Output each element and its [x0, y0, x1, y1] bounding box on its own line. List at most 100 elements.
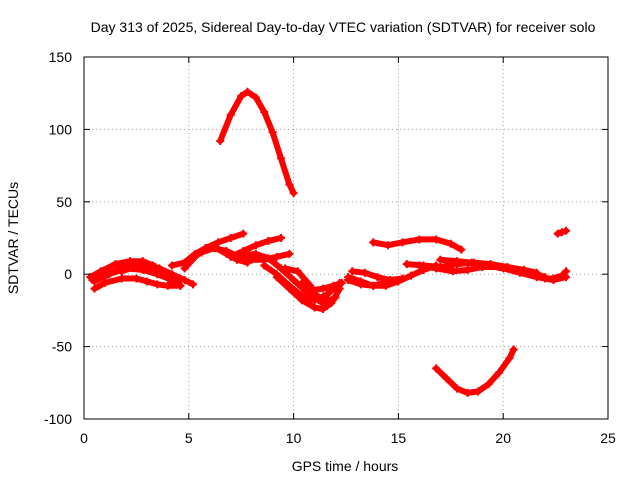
data-point	[337, 278, 346, 287]
data-point	[415, 235, 424, 244]
data-point	[541, 274, 550, 283]
data-point	[515, 268, 524, 277]
data-point	[117, 267, 126, 276]
x-tick-label: 0	[80, 430, 88, 446]
data-point	[495, 368, 504, 377]
data-point	[281, 264, 290, 273]
series-arc-04	[90, 274, 185, 293]
data-point	[331, 293, 340, 302]
series-arc-25	[553, 226, 571, 238]
y-tick-label: -50	[52, 339, 72, 355]
data-point	[457, 245, 466, 254]
data-point	[285, 249, 294, 258]
data-point	[314, 296, 323, 305]
data-point	[562, 267, 571, 276]
data-point	[251, 241, 260, 250]
data-point	[168, 270, 177, 279]
series-arc-01	[216, 87, 298, 198]
data-point	[209, 244, 218, 253]
data-point	[323, 290, 332, 299]
data-point	[264, 254, 273, 263]
x-axis-label: GPS time / hours	[292, 458, 399, 474]
data-point	[277, 154, 286, 163]
data-point	[549, 274, 558, 283]
data-point	[318, 284, 327, 293]
data-point	[188, 280, 197, 289]
data-point	[386, 275, 395, 284]
data-point	[383, 241, 392, 250]
data-point	[289, 275, 298, 284]
data-point	[415, 261, 424, 270]
series-arc-10	[226, 234, 286, 261]
series-line	[217, 88, 297, 197]
data-point	[272, 273, 281, 282]
data-point	[180, 264, 189, 273]
data-point	[373, 273, 382, 282]
data-point	[153, 270, 162, 279]
data-point	[436, 255, 445, 264]
data-point	[360, 268, 369, 277]
data-point	[446, 239, 455, 248]
series-line	[433, 346, 517, 396]
series-arc-18	[344, 275, 388, 290]
x-tick-label: 15	[391, 430, 407, 446]
data-point	[297, 278, 306, 287]
data-point	[226, 110, 235, 119]
data-point	[222, 247, 231, 256]
data-point	[453, 257, 462, 266]
data-point	[117, 274, 126, 283]
x-tick-labels: 0 5 10 15 20 25	[80, 430, 616, 446]
data-point	[442, 374, 451, 383]
data-point	[463, 265, 472, 274]
data-point	[467, 258, 476, 267]
data-point	[499, 264, 508, 273]
data-point	[402, 260, 411, 269]
data-point	[532, 271, 541, 280]
data-point	[226, 252, 235, 261]
series-arc-19	[369, 235, 466, 254]
data-point	[216, 136, 225, 145]
data-point	[251, 249, 260, 258]
data-point	[277, 234, 286, 242]
axes	[83, 56, 609, 420]
data-point	[432, 364, 441, 373]
data-point	[285, 284, 294, 293]
data-point	[398, 238, 407, 247]
data-point	[562, 226, 571, 235]
data-point	[272, 252, 281, 261]
data-point	[406, 271, 415, 280]
data-point	[293, 267, 302, 276]
data-point	[509, 345, 518, 354]
data-point	[251, 93, 260, 102]
data-point	[237, 251, 246, 260]
data-point	[329, 281, 338, 290]
data-point	[142, 261, 151, 270]
data-point	[197, 248, 206, 257]
series-arc-15	[297, 278, 346, 295]
data-point	[260, 108, 269, 117]
data-point	[310, 303, 319, 312]
data-point	[168, 261, 177, 270]
data-point	[297, 296, 306, 305]
data-point	[191, 252, 200, 261]
data-point	[398, 274, 407, 283]
data-point	[369, 281, 378, 290]
data-point	[432, 235, 441, 244]
data-point	[132, 274, 141, 283]
data-point	[176, 281, 185, 290]
series-arc-06	[117, 261, 197, 289]
x-tick-label: 20	[495, 430, 511, 446]
data-point	[264, 236, 273, 245]
data-point	[214, 238, 223, 247]
data-point	[379, 278, 388, 287]
data-point	[90, 277, 99, 286]
data-point	[323, 302, 332, 311]
x-tick-label: 25	[600, 430, 616, 446]
x-tick-label: 10	[286, 430, 302, 446]
data-point	[557, 271, 566, 280]
series-arc-17	[348, 267, 407, 284]
data-point	[557, 228, 566, 237]
data-point	[453, 384, 462, 393]
data-point	[268, 128, 277, 137]
